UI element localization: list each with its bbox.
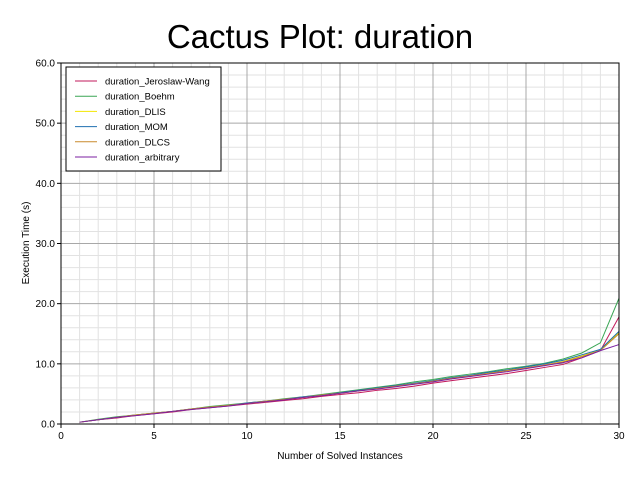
y-tick-label: 40.0 (36, 179, 56, 190)
x-tick-label: 25 (520, 431, 532, 442)
series-line-duration-arbitrary (79, 344, 620, 423)
x-tick-label: 30 (613, 431, 625, 442)
x-axis-ticks: 0 5 10 15 20 25 30 (58, 424, 625, 442)
x-tick-label: 5 (151, 431, 157, 442)
y-tick-label: 10.0 (36, 359, 56, 370)
legend-entry: duration_Boehm (105, 92, 175, 103)
x-axis-label: Number of Solved Instances (277, 451, 403, 462)
legend-entry: duration_DLCS (105, 137, 170, 148)
chart-title: Cactus Plot: duration (166, 18, 474, 55)
legend-entry: duration_DLIS (105, 107, 166, 118)
x-tick-label: 20 (427, 431, 439, 442)
legend-box (65, 66, 222, 172)
y-tick-label: 60.0 (36, 59, 56, 70)
legend-entry: duration_Jeroslaw-Wang (105, 77, 210, 88)
x-tick-label: 0 (58, 431, 64, 442)
legend: duration_Jeroslaw-Wang duration_Boehmdura… (65, 66, 222, 172)
y-tick-label: 30.0 (36, 239, 56, 250)
legend-entry: duration_arbitrary (105, 153, 180, 164)
y-axis-label: Execution Time (s) (21, 202, 32, 285)
y-tick-label: 20.0 (36, 299, 56, 310)
y-tick-label: 50.0 (36, 119, 56, 130)
legend-entry: duration_MOM (105, 122, 168, 133)
y-axis-ticks: 0.0 10.0 20.0 30.0 40.0 50.0 60.0 (36, 59, 61, 431)
x-tick-label: 15 (334, 431, 346, 442)
y-tick-label: 0.0 (41, 420, 55, 431)
series-layer (79, 298, 620, 423)
x-tick-label: 10 (241, 431, 253, 442)
